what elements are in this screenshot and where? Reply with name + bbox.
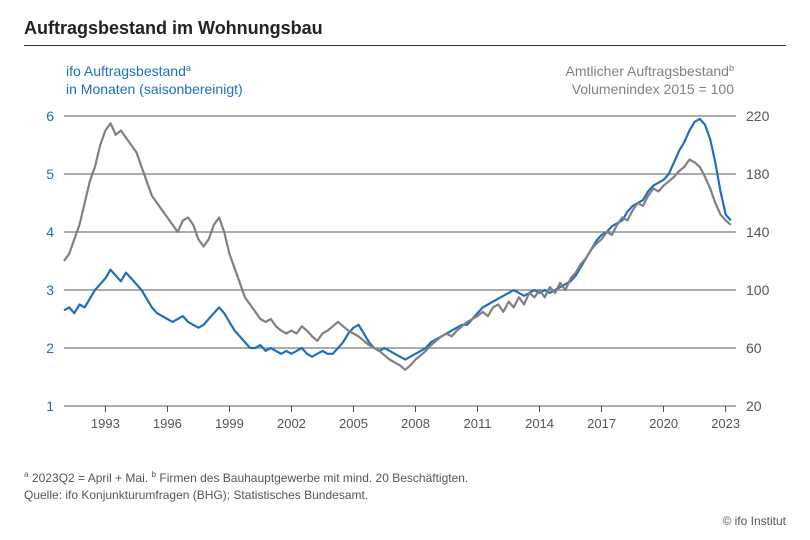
svg-text:Volumenindex 2015 = 100: Volumenindex 2015 = 100 — [572, 81, 735, 97]
svg-text:1: 1 — [46, 398, 54, 414]
page-title: Auftragsbestand im Wohnungsbau — [24, 18, 786, 39]
credit: © ifo Institut — [722, 514, 786, 528]
svg-text:2008: 2008 — [401, 416, 430, 431]
line-chart: 1 2 3 4 5 6 20 60 100 140 180 220 1993 1996 1999 2002 20… — [24, 54, 784, 454]
svg-text:2002: 2002 — [277, 416, 306, 431]
svg-text:140: 140 — [746, 224, 770, 240]
svg-text:1993: 1993 — [91, 416, 120, 431]
svg-text:2014: 2014 — [525, 416, 554, 431]
svg-text:2: 2 — [46, 340, 54, 356]
title-rule — [24, 45, 786, 46]
svg-text:1996: 1996 — [153, 416, 182, 431]
svg-text:3: 3 — [46, 282, 54, 298]
svg-text:in Monaten (saisonbereinigt): in Monaten (saisonbereinigt) — [66, 81, 243, 97]
svg-text:2005: 2005 — [339, 416, 368, 431]
svg-text:2023: 2023 — [711, 416, 740, 431]
svg-text:20: 20 — [746, 398, 762, 414]
svg-text:220: 220 — [746, 108, 770, 124]
svg-text:2017: 2017 — [587, 416, 616, 431]
svg-text:Amtlicher Auftragsbestandb: Amtlicher Auftragsbestandb — [566, 63, 734, 79]
svg-text:100: 100 — [746, 282, 770, 298]
svg-text:60: 60 — [746, 340, 762, 356]
svg-text:ifo Auftragsbestanda: ifo Auftragsbestanda — [66, 63, 192, 79]
chart-area: 1 2 3 4 5 6 20 60 100 140 180 220 1993 1996 1999 2002 20… — [24, 54, 786, 454]
svg-text:1999: 1999 — [215, 416, 244, 431]
svg-text:2011: 2011 — [464, 416, 492, 431]
svg-text:180: 180 — [746, 166, 770, 182]
footnote: a 2023Q2 = April + Mai. b Firmen des Bau… — [24, 468, 786, 505]
svg-text:5: 5 — [46, 166, 54, 182]
svg-text:2020: 2020 — [649, 416, 678, 431]
svg-text:4: 4 — [46, 224, 54, 240]
svg-text:6: 6 — [46, 108, 54, 124]
